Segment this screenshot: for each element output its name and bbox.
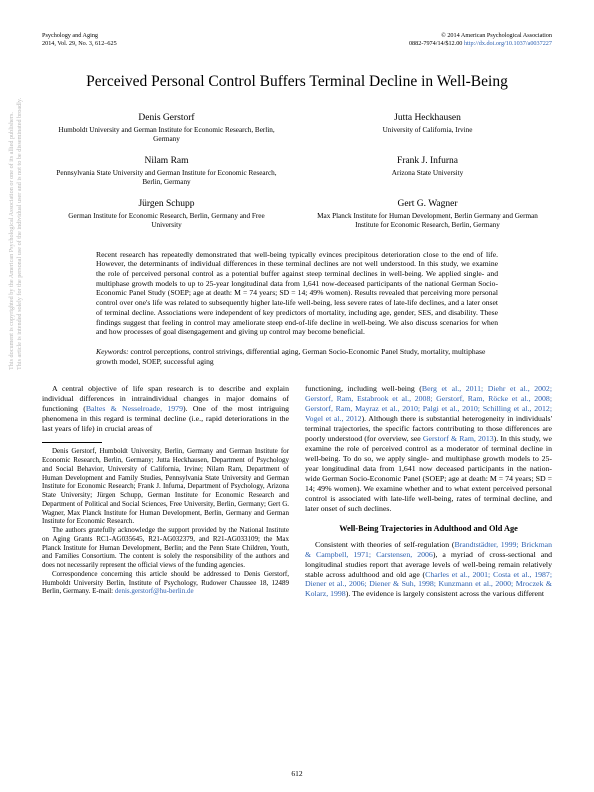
author-affil: University of California, Irvine [315,126,540,135]
author-affil: Max Planck Institute for Human Developme… [315,212,540,230]
author-name: Jutta Heckhausen [315,113,540,125]
author-name: Gert G. Wagner [315,199,540,211]
abstract: Recent research has repeatedly demonstra… [96,250,498,337]
header-left: Psychology and Aging 2014, Vol. 29, No. … [42,32,117,48]
author-name: Frank J. Infurna [315,156,540,168]
doi-prefix: 0882-7974/14/$12.00 [409,40,464,47]
citation-link[interactable]: Gerstorf & Ram, 2013 [423,434,494,443]
page-number: 612 [0,769,594,778]
journal-name: Psychology and Aging [42,32,117,40]
author-block: Jutta Heckhausen University of Californi… [315,113,540,144]
author-name: Denis Gerstorf [54,113,279,125]
footnote-funding: The authors gratefully acknowledge the s… [42,526,289,570]
author-name: Jürgen Schupp [54,199,279,211]
author-block: Jürgen Schupp German Institute for Econo… [54,199,279,230]
footnote-divider [42,442,102,443]
body-para-2: functioning, including well-being (Berg … [305,384,552,514]
section-heading: Well-Being Trajectories in Adulthood and… [305,524,552,535]
author-affil: Arizona State University [315,169,540,178]
doi-link[interactable]: http://dx.doi.org/10.1037/a0037227 [464,40,552,47]
doi-line: 0882-7974/14/$12.00 http://dx.doi.org/10… [409,40,552,48]
article-title: Perceived Personal Control Buffers Termi… [42,72,552,91]
watermark-line-1: This document is copyrighted by the Amer… [8,98,16,370]
author-affil: Humboldt University and German Institute… [54,126,279,144]
page-header: Psychology and Aging 2014, Vol. 29, No. … [42,32,552,48]
authors-grid: Denis Gerstorf Humboldt University and G… [42,113,552,230]
correspondence-email[interactable]: denis.gerstorf@hu-berlin.de [115,587,194,595]
author-affil: German Institute for Economic Research, … [54,212,279,230]
author-block: Gert G. Wagner Max Planck Institute for … [315,199,540,230]
author-block: Frank J. Infurna Arizona State Universit… [315,156,540,187]
header-right: © 2014 American Psychological Associatio… [409,32,552,48]
footnote-correspondence: Correspondence concerning this article s… [42,570,289,596]
watermark-line-2: This article is intended solely for the … [16,98,24,370]
copyright-watermark: This document is copyrighted by the Amer… [8,98,24,370]
issue-info: 2014, Vol. 29, No. 3, 612–625 [42,40,117,48]
citation-link[interactable]: Baltes & Nesselroade, 1979 [86,404,183,413]
author-affil: Pennsylvania State University and German… [54,169,279,187]
copyright-line: © 2014 American Psychological Associatio… [409,32,552,40]
body-columns: A central objective of life span researc… [42,384,552,599]
footnote-affiliations: Denis Gerstorf, Humboldt University, Ber… [42,447,289,526]
author-name: Nilam Ram [54,156,279,168]
keywords-text: control perceptions, control strivings, … [96,347,485,366]
author-block: Nilam Ram Pennsylvania State University … [54,156,279,187]
body-para-3: Consistent with theories of self-regulat… [305,540,552,600]
author-block: Denis Gerstorf Humboldt University and G… [54,113,279,144]
keywords-label: Keywords: [96,347,129,356]
keywords: Keywords: control perceptions, control s… [96,347,498,366]
body-para-1: A central objective of life span researc… [42,384,289,434]
